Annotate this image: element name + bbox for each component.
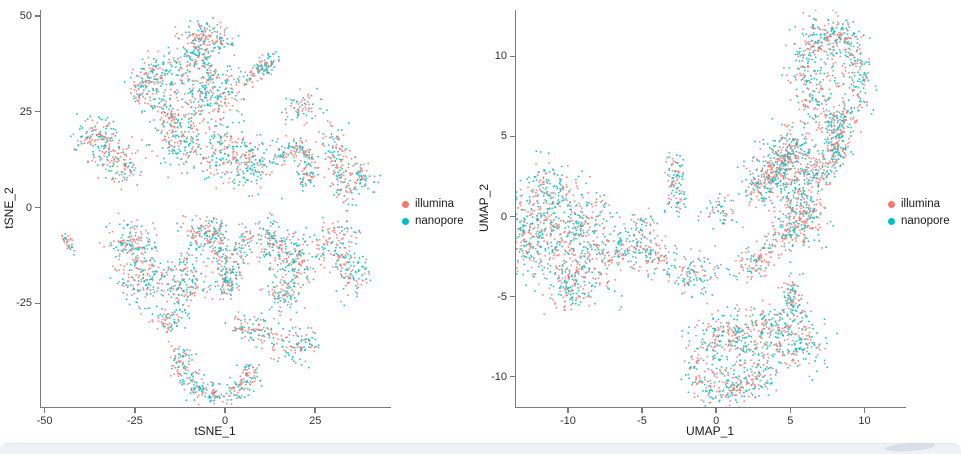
umap-y-axis-title: UMAP_2 (477, 183, 491, 233)
y-tick-label: 5 (500, 130, 507, 143)
legend-item-nanopore: nanopore (402, 214, 464, 228)
y-tick-mark (34, 15, 40, 17)
y-tick-label: 25 (19, 105, 32, 118)
y-tick-mark (509, 375, 515, 378)
legend-item-illumina: illumina (402, 197, 464, 211)
nanopore-dot-icon (888, 217, 895, 225)
x-tick-label: -25 (126, 415, 143, 427)
tsne-panel: -50 -25 0 25 -25 0 25 50 tSNE_1 tSNE_2 illumina… (0, 0, 480, 454)
bottom-window-edge (0, 443, 961, 454)
x-tick-mark (224, 408, 226, 413)
y-tick-label: 10 (494, 50, 507, 63)
x-tick-label: 10 (858, 415, 871, 427)
x-tick-mark (863, 408, 866, 413)
x-tick-label: 5 (787, 415, 794, 427)
x-tick-mark (715, 408, 717, 413)
x-tick-mark (789, 408, 792, 413)
umap-panel: -10 -5 0 5 10 -10 -5 0 5 10 UMAP_1 UMAP_2 illumin… (477, 0, 961, 454)
x-tick-label: -5 (637, 415, 647, 427)
y-tick-mark (34, 302, 40, 305)
legend-item-nanopore: nanopore (888, 214, 950, 228)
x-tick-label: 0 (221, 415, 229, 427)
x-tick-mark (314, 408, 316, 413)
y-tick-mark (34, 206, 40, 209)
tsne-scatter-canvas (41, 10, 391, 407)
nanopore-dot-icon (402, 217, 409, 225)
x-tick-mark (641, 408, 643, 413)
tsne-legend: illumina nanopore (402, 197, 464, 228)
tsne-y-axis-title: tSNE_2 (2, 187, 16, 229)
x-tick-label: -10 (559, 415, 576, 427)
y-tick-mark (509, 55, 515, 58)
umap-legend: illumina nanopore (888, 197, 950, 228)
y-tick-label: 0 (25, 201, 32, 214)
legend-label-nanopore: nanopore (415, 215, 464, 227)
x-tick-label: 0 (713, 415, 720, 427)
y-tick-mark (34, 110, 40, 113)
legend-label-illumina: illumina (415, 198, 454, 210)
x-tick-mark (43, 408, 46, 413)
y-tick-label: 0 (500, 210, 507, 223)
y-tick-mark (509, 215, 515, 218)
umap-x-axis-title: UMAP_1 (685, 424, 735, 438)
illumina-dot-icon (888, 200, 895, 208)
umap-scatter-canvas (516, 10, 906, 407)
umap-plot-area: -10 -5 0 5 10 -10 -5 0 5 10 (491, 10, 906, 427)
x-tick-mark (134, 408, 136, 413)
x-tick-label: 25 (309, 415, 322, 427)
tsne-plot-area: -50 -25 0 25 -25 0 25 50 (16, 10, 391, 427)
legend-label-nanopore: nanopore (901, 215, 950, 227)
legend-label-illumina: illumina (901, 198, 940, 210)
y-tick-label: -25 (16, 297, 32, 310)
y-tick-mark (509, 135, 515, 138)
tsne-x-axis-title: tSNE_1 (194, 424, 236, 438)
x-tick-mark (567, 408, 569, 413)
y-tick-label: -5 (497, 290, 507, 303)
y-tick-label: -10 (491, 370, 507, 383)
y-tick-mark (509, 295, 515, 298)
x-tick-label: -50 (36, 415, 53, 427)
legend-item-illumina: illumina (888, 197, 950, 211)
y-tick-label: 50 (19, 9, 32, 22)
illumina-dot-icon (402, 200, 409, 208)
